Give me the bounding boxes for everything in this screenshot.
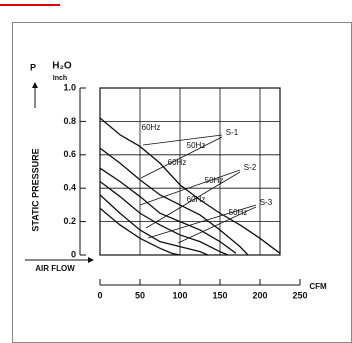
curve [99,194,209,256]
leader-line [177,206,257,244]
y-label-top: P [30,62,36,72]
leader-line [142,134,223,146]
x-tick-label: 100 [172,290,187,300]
annotation: 50Hz [205,176,224,185]
x-arrow-head [88,257,94,263]
annotation: S-3 [260,198,273,207]
annotation: 50Hz [229,208,248,217]
curve [99,117,281,254]
curve [99,181,229,256]
y-tick-label: 0.4 [63,183,76,193]
leader-line [147,204,257,239]
y-tick-label: 0.6 [63,149,76,159]
y-unit: H₂O [52,61,72,72]
leader-line [145,171,241,229]
y-tick-label: 0.2 [63,216,76,226]
y-label: STATIC PRESSURE [30,148,40,231]
x-tick-label: 150 [212,290,227,300]
annotation: S-2 [244,163,257,172]
plot-frame [99,87,281,256]
x-unit: CFM [309,282,327,291]
x-tick-label: 50 [135,290,145,300]
annotation: 50Hz [187,141,206,150]
x-label: AIR FLOW [35,264,75,273]
x-tick-label: 250 [292,290,307,300]
y-tick-label: 0 [71,249,76,259]
leader-line [139,169,241,206]
annotation: 60Hz [142,123,161,132]
annotation: S-1 [226,128,239,137]
curve [99,167,237,254]
y-tick-label: 1.0 [63,82,76,92]
y-unit-sub: Inch [53,75,67,82]
y-tick-label: 0.8 [63,116,76,126]
curve [99,207,181,256]
y-arrow-head [32,82,38,88]
annotation: 60Hz [168,158,187,167]
x-tick-label: 200 [252,290,267,300]
leader-line [140,136,223,179]
x-tick-label: 0 [97,290,102,300]
annotation: 60Hz [187,195,206,204]
curve [99,147,249,256]
